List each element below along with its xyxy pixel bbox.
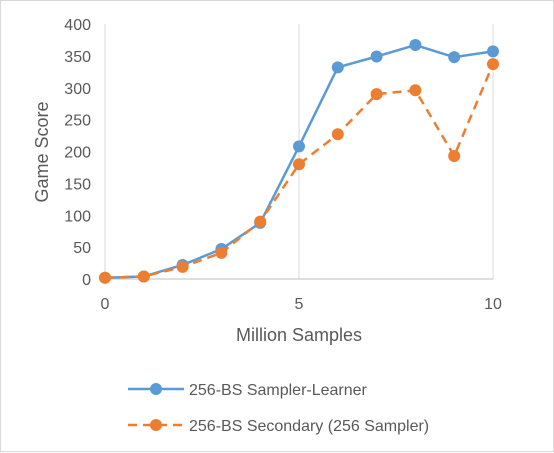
x-tick-label: 0 — [101, 296, 110, 313]
legend-label-1: 256-BS Sampler-Learner — [189, 382, 368, 399]
series-layer — [99, 39, 499, 284]
y-tick-label: 400 — [64, 17, 91, 34]
data-point-series-2 — [137, 270, 150, 283]
data-point-series-2 — [370, 88, 383, 101]
data-point-series-2 — [448, 149, 461, 162]
x-axis-title: Million Samples — [236, 325, 362, 345]
legend-marker-2 — [150, 419, 162, 431]
y-tick-label: 0 — [82, 272, 91, 289]
x-tick-label: 10 — [484, 296, 502, 313]
data-point-series-1 — [448, 51, 461, 64]
data-point-series-2 — [331, 128, 344, 141]
data-point-series-2 — [215, 246, 228, 259]
y-tick-label: 150 — [64, 176, 91, 193]
y-tick-label: 100 — [64, 208, 91, 225]
series-line-2 — [104, 63, 495, 279]
data-point-series-1 — [331, 61, 344, 74]
y-tick-label: 300 — [64, 81, 91, 98]
data-point-series-1 — [487, 45, 499, 58]
y-tick-label: 350 — [64, 49, 91, 66]
legend-marker-1 — [150, 383, 162, 395]
x-tick-label: 5 — [295, 296, 304, 313]
legend-label-2: 256-BS Secondary (256 Sampler) — [189, 418, 429, 435]
y-tick-label: 250 — [64, 113, 91, 130]
data-point-series-1 — [409, 39, 422, 52]
data-point-series-2 — [254, 215, 267, 228]
data-point-series-1 — [370, 50, 383, 63]
data-point-series-2 — [409, 84, 422, 97]
data-point-series-2 — [99, 271, 111, 284]
data-point-series-2 — [176, 260, 189, 273]
y-axis-title: Game Score — [32, 101, 52, 202]
legend: 256-BS Sampler-Learner 256-BS Secondary (… — [128, 382, 429, 435]
y-tick-label: 200 — [64, 145, 91, 162]
data-point-series-2 — [487, 58, 499, 71]
data-point-series-1 — [293, 140, 305, 153]
y-tick-label: 50 — [73, 240, 91, 257]
data-point-series-2 — [293, 158, 305, 171]
